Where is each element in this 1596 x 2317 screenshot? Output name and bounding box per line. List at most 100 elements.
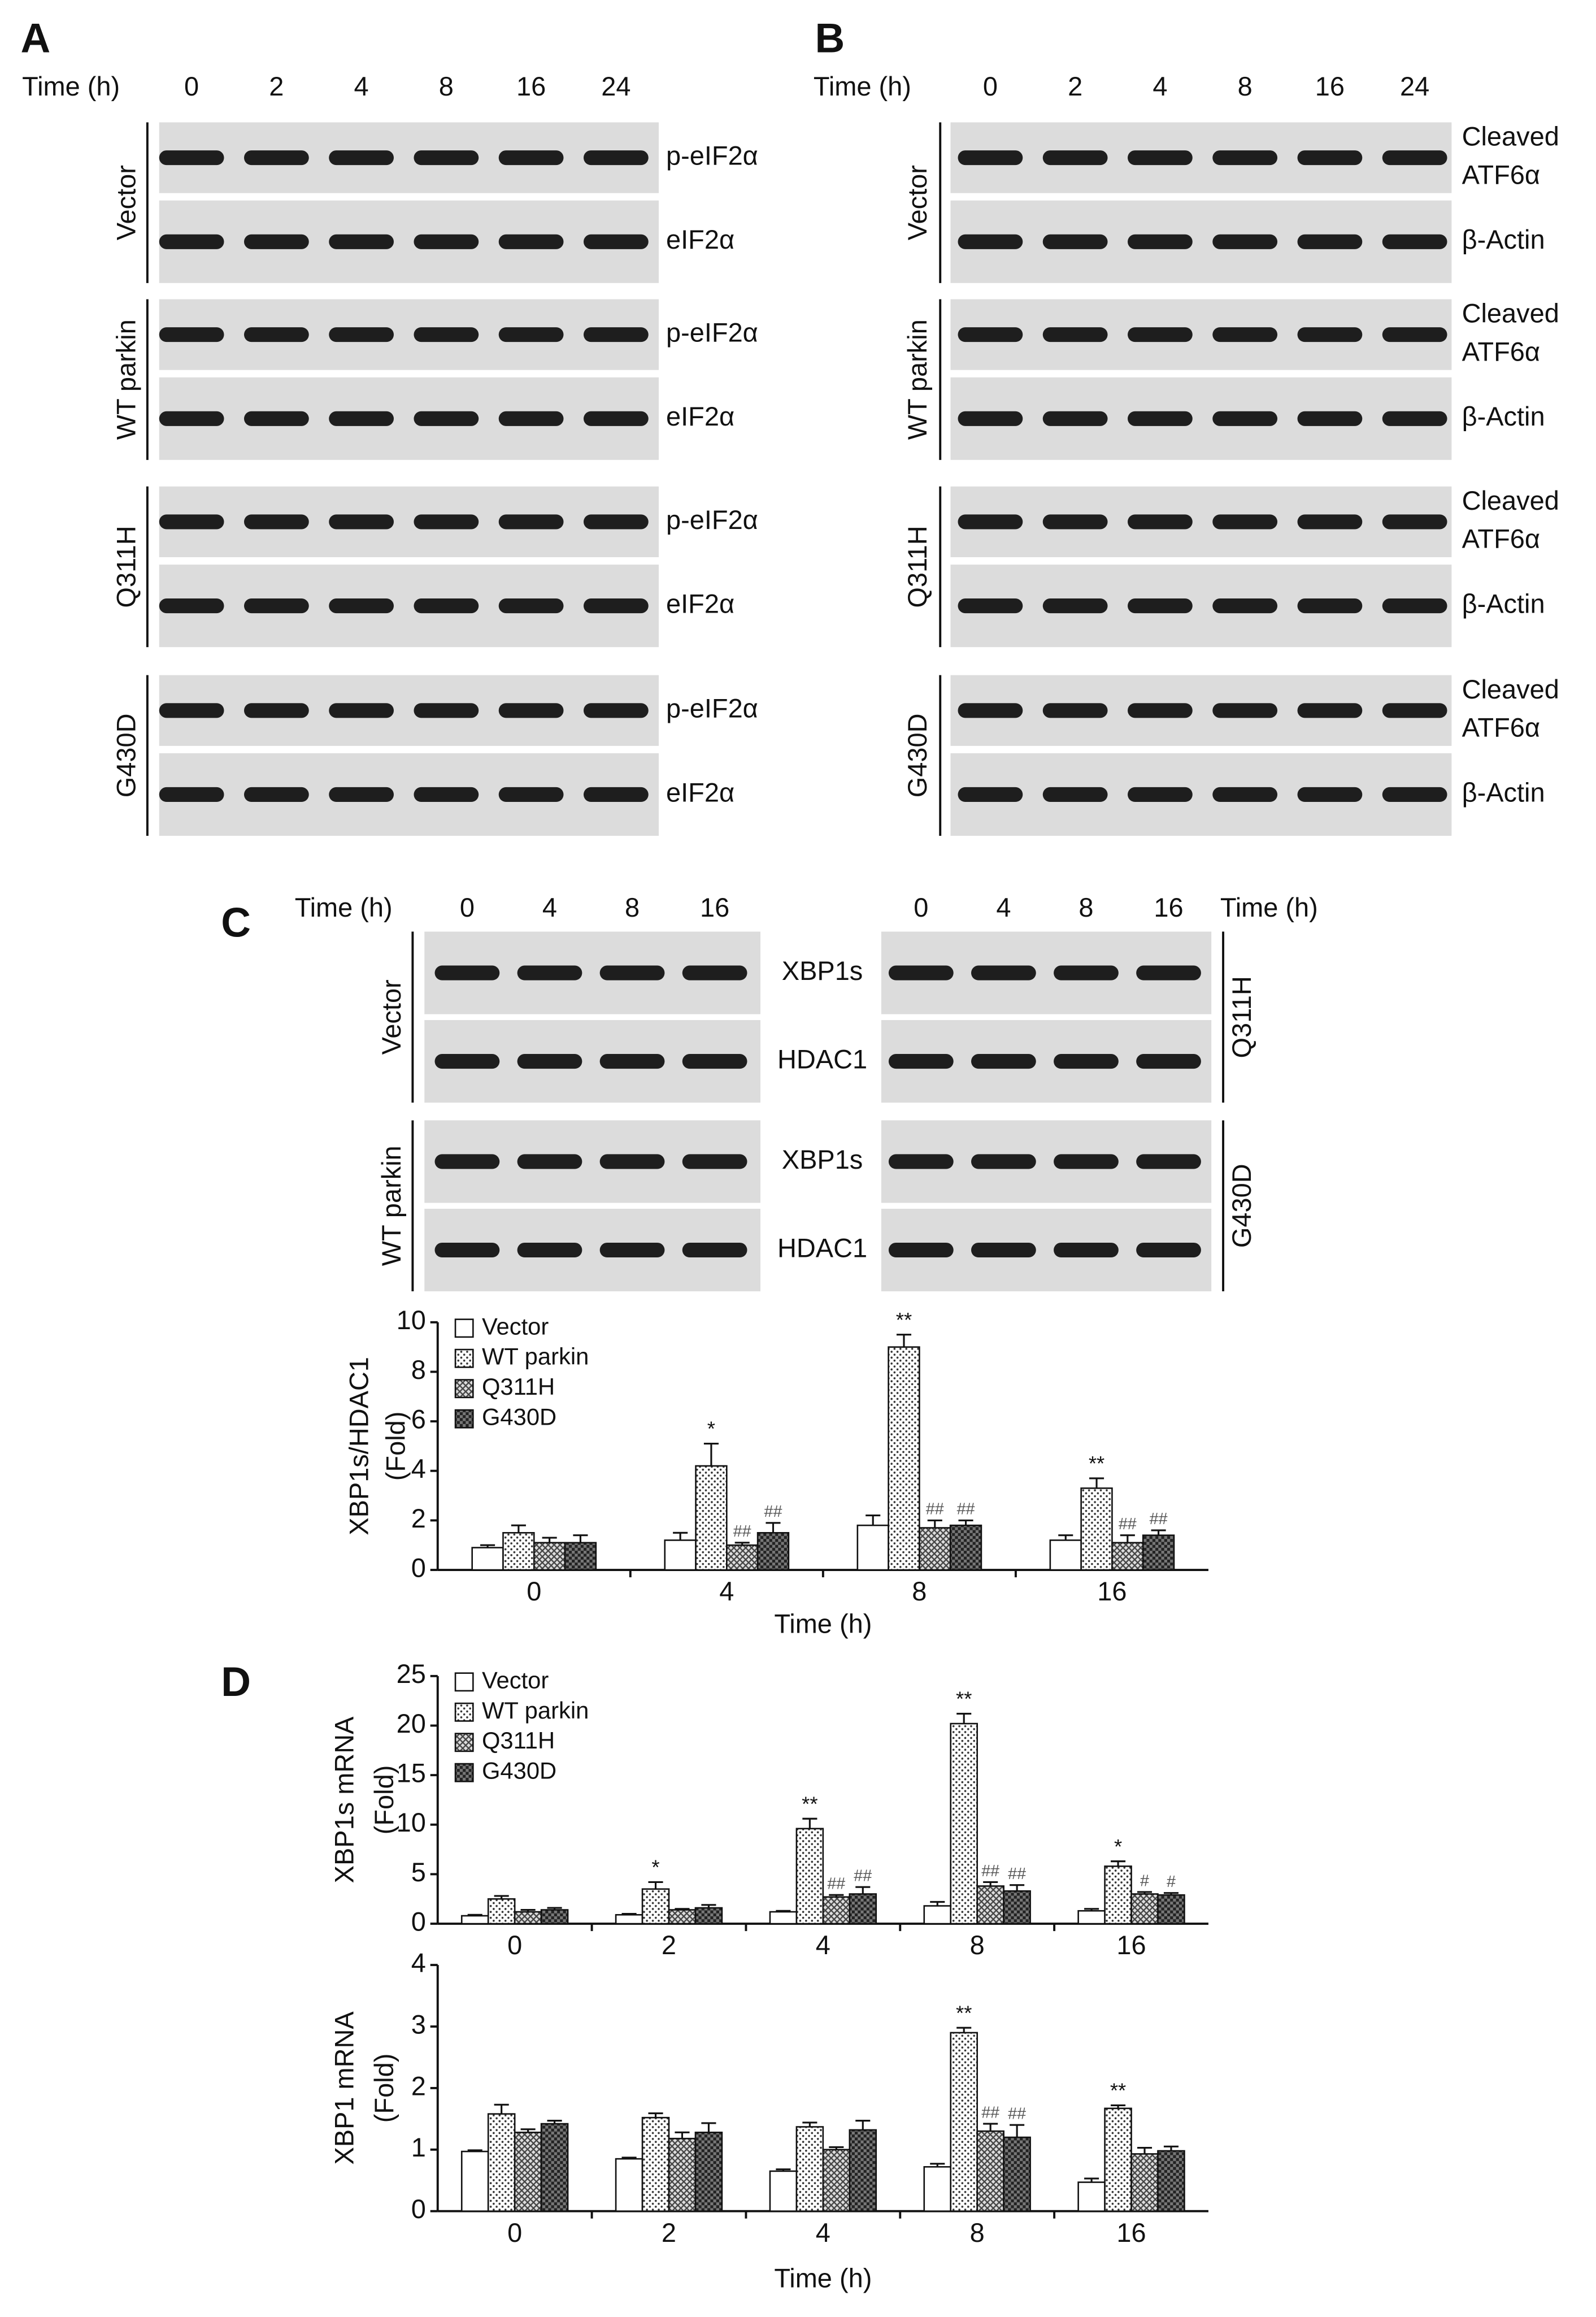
error-bar (956, 2027, 972, 2033)
y-tick-label: 1 (411, 2132, 426, 2162)
error-bar (802, 1817, 817, 1829)
band-label: ATF6α (1462, 159, 1540, 189)
blot-band (1042, 150, 1108, 166)
bar (822, 1896, 851, 1925)
band-label: Cleaved (1462, 674, 1559, 704)
band-label: ATF6α (1462, 713, 1540, 743)
bar (615, 2158, 643, 2212)
bar (1049, 1539, 1082, 1571)
bar (641, 2116, 670, 2212)
blot-band (498, 411, 564, 426)
legend-label: G430D (482, 1404, 556, 1430)
blot-band (1297, 150, 1363, 166)
blot-band (329, 234, 394, 249)
error-bar (703, 1442, 719, 1466)
blot-band (1297, 703, 1363, 718)
blot-band (517, 1154, 582, 1169)
band-label: β-Actin (1462, 224, 1545, 254)
blot-band (1128, 598, 1193, 614)
error-bar (673, 1531, 688, 1541)
blot-band (1382, 234, 1447, 249)
band-label: ATF6α (1462, 336, 1540, 366)
x-axis-label: Time (h) (774, 1609, 872, 1639)
error-bar (829, 2146, 844, 2150)
bar (1104, 1865, 1132, 1925)
blot-band (243, 150, 309, 166)
error-bar (1163, 1892, 1179, 1895)
legend-label: Q311H (482, 1727, 555, 1754)
bar (695, 1465, 728, 1571)
legend-swatch (454, 1409, 474, 1429)
lane-label: 4 (996, 892, 1011, 922)
blot-band (888, 965, 954, 980)
blot-band (1297, 234, 1363, 249)
bar (471, 1547, 504, 1571)
blot-band (159, 411, 224, 426)
blot-band (1212, 598, 1278, 614)
error-bar (648, 2112, 663, 2118)
bar (668, 2137, 697, 2212)
blot-band (243, 234, 309, 249)
blot-band (414, 411, 479, 426)
blot-band (329, 150, 394, 166)
blot-band (682, 1242, 747, 1258)
significance-mark: ## (981, 1862, 999, 1880)
blot-band (1136, 1054, 1201, 1069)
band-label: ATF6α (1462, 524, 1540, 554)
blot-band (1382, 327, 1447, 342)
error-bar (1084, 2177, 1099, 2183)
error-bar (866, 1515, 881, 1526)
blot-strip (159, 753, 659, 836)
bar (769, 1911, 798, 1925)
lane-label: 8 (625, 892, 640, 922)
significance-mark: ** (802, 1792, 817, 1815)
group-label: WT parkin (111, 319, 141, 440)
band-label: p-eIF2α (666, 141, 758, 171)
error-bar (547, 1907, 562, 1910)
blot-band (1054, 1242, 1119, 1258)
legend-swatch (454, 1763, 474, 1782)
y-tick-label: 6 (411, 1404, 426, 1434)
blot-band (1136, 1154, 1201, 1169)
bar (769, 2170, 798, 2212)
error-bar (958, 1519, 973, 1526)
blot-band (599, 1242, 665, 1258)
y-tick-label: 15 (397, 1758, 426, 1788)
significance-mark: ## (854, 1867, 872, 1885)
y-axis-label: XBP1 mRNA (329, 2011, 359, 2165)
bar (795, 2126, 824, 2212)
bar (795, 1828, 824, 1925)
error-bar (621, 2157, 637, 2159)
error-bar (675, 1908, 690, 1910)
bar (1104, 2107, 1132, 2212)
error-bar (1111, 2104, 1126, 2108)
group-label: G430D (111, 713, 141, 797)
error-bar (547, 2120, 562, 2124)
bar (564, 1542, 597, 1571)
panel-label: D (221, 1659, 251, 1705)
bar (950, 2032, 978, 2212)
blot-band (498, 234, 564, 249)
blot-band (1212, 411, 1278, 426)
significance-mark: ## (1150, 1510, 1168, 1528)
bar (1111, 1542, 1144, 1571)
blot-band (958, 150, 1023, 166)
x-tick-label: 16 (1097, 1576, 1127, 1606)
blot-band (517, 1242, 582, 1258)
blot-band (583, 150, 649, 166)
blot-band (682, 1054, 747, 1069)
blot-band (1136, 1242, 1201, 1258)
band-label: eIF2α (666, 777, 734, 807)
blot-strip (159, 200, 659, 283)
blot-band (329, 411, 394, 426)
lane-label: 24 (1400, 71, 1429, 101)
significance-mark: * (707, 1417, 715, 1440)
group-label: Vector (111, 165, 141, 240)
bar (923, 1905, 952, 1925)
error-bar (480, 1544, 495, 1548)
x-tick-label: 2 (662, 2218, 676, 2247)
blot-band (498, 703, 564, 718)
blot-band (159, 703, 224, 718)
error-bar (1120, 1534, 1135, 1543)
bar (822, 2149, 851, 2212)
